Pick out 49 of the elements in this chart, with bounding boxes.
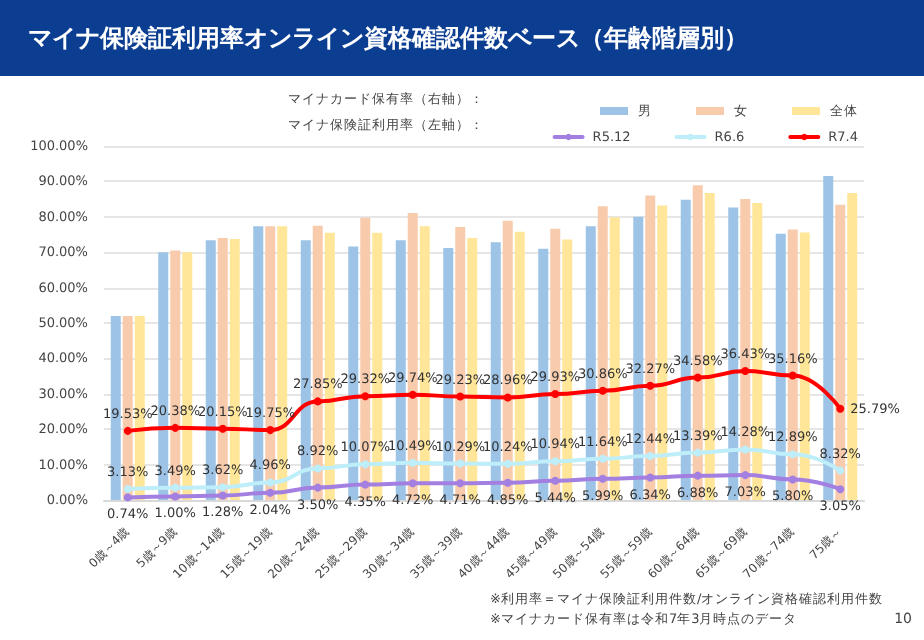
- point: [218, 491, 227, 500]
- point: [503, 459, 512, 468]
- point: [598, 386, 607, 395]
- point: [361, 480, 370, 489]
- point: [456, 392, 465, 401]
- point: [741, 445, 750, 454]
- point: [218, 483, 227, 492]
- point: [646, 451, 655, 460]
- point: [361, 460, 370, 469]
- point: [171, 492, 180, 501]
- point: [598, 454, 607, 463]
- point: [503, 478, 512, 487]
- point: [123, 484, 132, 493]
- point: [551, 476, 560, 485]
- point: [788, 475, 797, 484]
- point: [836, 485, 845, 494]
- point: [788, 371, 797, 380]
- point: [693, 471, 702, 480]
- point: [408, 458, 417, 467]
- chart-title: マイナ保険証利用率オンライン資格確認件数ベース（年齢階層別）: [28, 24, 748, 52]
- point: [218, 424, 227, 433]
- point: [171, 423, 180, 432]
- point: [361, 392, 370, 401]
- point: [693, 448, 702, 457]
- point: [741, 471, 750, 480]
- point: [646, 381, 655, 390]
- point: [503, 393, 512, 402]
- point: [408, 390, 417, 399]
- point: [313, 397, 322, 406]
- point: [266, 488, 275, 497]
- point: [313, 464, 322, 473]
- point: [693, 373, 702, 382]
- point: [646, 473, 655, 482]
- point: [598, 474, 607, 483]
- point: [266, 426, 275, 435]
- point: [836, 466, 845, 475]
- point: [408, 479, 417, 488]
- point: [123, 426, 132, 435]
- point: [313, 483, 322, 492]
- point: [788, 450, 797, 459]
- point: [741, 367, 750, 376]
- point: [551, 390, 560, 399]
- point: [836, 404, 845, 413]
- point: [123, 493, 132, 502]
- point: [171, 483, 180, 492]
- point: [266, 478, 275, 487]
- point: [456, 479, 465, 488]
- point: [551, 457, 560, 466]
- point: [456, 459, 465, 468]
